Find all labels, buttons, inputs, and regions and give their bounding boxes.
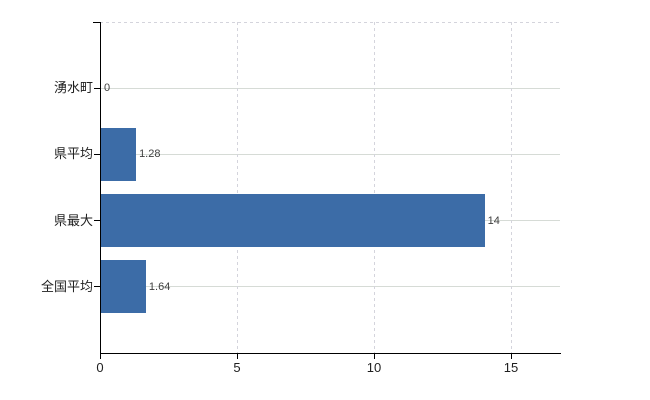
x-tick: [99, 353, 101, 359]
h-gridline: [100, 286, 560, 288]
category-label: 湧水町: [53, 80, 93, 96]
bar-value-label: 0: [104, 82, 111, 95]
bar-value-label: 1.28: [139, 148, 161, 161]
h-gridline: [100, 87, 560, 89]
v-gridline: [510, 22, 512, 353]
bar-value-label: 14: [487, 214, 500, 227]
x-tick-label: 15: [503, 360, 519, 375]
x-tick-label: 10: [366, 360, 382, 375]
y-tick: [94, 220, 100, 222]
plot-top-border: [100, 21, 560, 23]
x-tick: [373, 353, 375, 359]
category-label: 全国平均: [40, 278, 93, 294]
h-gridline: [100, 153, 560, 155]
x-tick-label: 0: [96, 360, 104, 375]
y-tick: [94, 87, 100, 89]
y-axis-top-tick: [93, 21, 100, 23]
x-axis-line: [100, 352, 561, 354]
category-label: 県最大: [53, 212, 93, 228]
x-tick-label: 5: [233, 360, 241, 375]
bar: [101, 260, 146, 314]
x-tick: [510, 353, 512, 359]
v-gridline: [373, 22, 375, 353]
y-tick: [94, 153, 100, 155]
y-axis-line: [99, 22, 101, 354]
bar: [101, 194, 485, 248]
bar-value-label: 1.64: [148, 280, 171, 293]
y-tick: [94, 286, 100, 288]
category-label: 県平均: [53, 146, 93, 162]
v-gridline: [236, 22, 238, 353]
bar: [101, 127, 137, 181]
x-tick: [236, 353, 238, 359]
